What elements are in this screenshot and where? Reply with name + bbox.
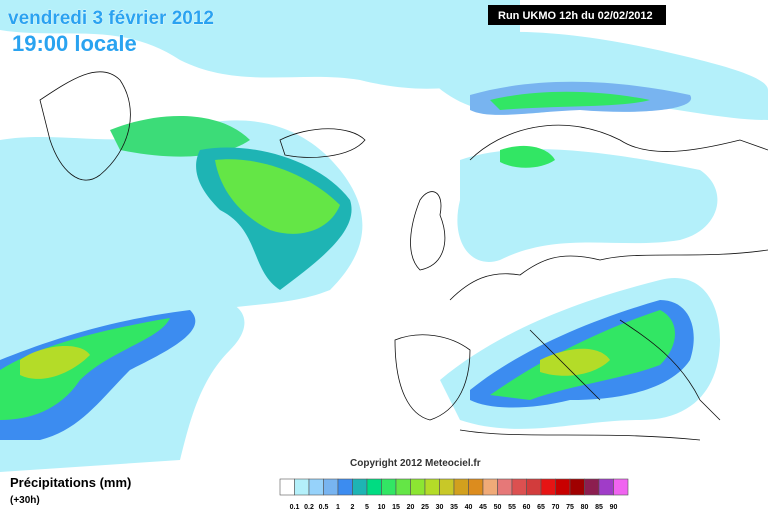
legend-swatch — [308, 478, 324, 496]
legend-label: 0.1 — [290, 504, 300, 511]
legend-swatch — [294, 478, 310, 496]
lead-time: (+30h) — [10, 495, 40, 506]
legend-label: 0.5 — [319, 504, 329, 511]
legend-label: 45 — [479, 504, 487, 511]
legend-label: 30 — [436, 504, 444, 511]
legend-label: 65 — [537, 504, 545, 511]
legend-label: 20 — [407, 504, 415, 511]
legend-label: 35 — [450, 504, 458, 511]
precip-area — [110, 116, 250, 157]
legend-swatch — [540, 478, 556, 496]
legend-label: 85 — [595, 504, 603, 511]
legend-label: 80 — [581, 504, 589, 511]
legend-label: 90 — [610, 504, 618, 511]
precip-area — [20, 345, 90, 379]
run-label: Run UKMO 12h du 02/02/2012 — [498, 10, 653, 22]
legend-swatch — [482, 478, 498, 496]
precip-area — [540, 348, 610, 376]
copyright: Copyright 2012 Meteociel.fr — [350, 458, 481, 469]
legend-label: 75 — [566, 504, 574, 511]
legend-swatch — [511, 478, 527, 496]
coastline — [39, 71, 131, 181]
legend-label: 50 — [494, 504, 502, 511]
legend-swatch — [497, 478, 513, 496]
legend-swatch — [424, 478, 440, 496]
legend-swatch — [555, 478, 571, 496]
legend-label: 40 — [465, 504, 473, 511]
coastline — [279, 128, 366, 158]
precip-area — [0, 0, 520, 89]
precipitation-field — [0, 0, 768, 472]
coastline — [410, 191, 446, 271]
date-title: vendredi 3 février 2012 — [8, 8, 214, 29]
legend-label: 10 — [378, 504, 386, 511]
legend-title: Précipitations (mm) — [10, 475, 131, 490]
coastline — [449, 124, 768, 301]
legend-swatch — [613, 478, 629, 496]
legend-label: 1 — [336, 504, 340, 511]
precip-area — [500, 145, 555, 168]
legend-label: 2 — [351, 504, 355, 511]
legend-label: 5 — [365, 504, 369, 511]
legend-scale: 0.1 0.2 0.5 1 2 5 10 15 20 25 30 35 40 45 50 55 60 65 70 75… — [279, 478, 629, 511]
legend-swatch — [410, 478, 426, 496]
legend-swatch — [468, 478, 484, 496]
legend-swatch — [366, 478, 382, 496]
coastline — [394, 334, 471, 421]
legend-swatch — [453, 478, 469, 496]
legend-label: 60 — [523, 504, 531, 511]
legend-swatch — [439, 478, 455, 496]
legend-swatch — [584, 478, 600, 496]
legend-label: 0.2 — [304, 504, 314, 511]
precip-area — [490, 91, 650, 110]
legend-label: 15 — [392, 504, 400, 511]
legend-label: 55 — [508, 504, 516, 511]
legend-swatch — [598, 478, 614, 496]
precip-area — [215, 159, 340, 234]
legend-swatch — [323, 478, 339, 496]
precip-area — [457, 149, 718, 262]
legend-swatch — [279, 478, 295, 496]
legend-label: 25 — [421, 504, 429, 511]
legend-swatch — [381, 478, 397, 496]
coastline — [459, 319, 721, 441]
coastlines — [39, 71, 768, 441]
time-title: 19:00 locale — [12, 31, 137, 56]
legend-swatch — [526, 478, 542, 496]
legend-swatch — [352, 478, 368, 496]
precip-area — [0, 318, 170, 420]
run-box — [488, 5, 666, 25]
legend-swatch — [395, 478, 411, 496]
legend-swatch — [337, 478, 353, 496]
legend-swatch — [569, 478, 585, 496]
legend-label: 70 — [552, 504, 560, 511]
